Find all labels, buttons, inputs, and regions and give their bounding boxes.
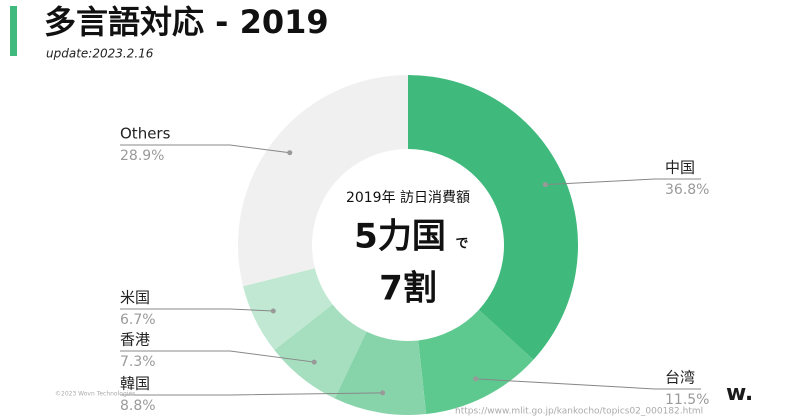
donut-slice — [243, 268, 333, 351]
subtitle: update:2023.2.16 — [46, 47, 154, 61]
leader-line — [120, 144, 290, 154]
slice-label: 米国 — [120, 289, 150, 307]
donut-slice — [334, 331, 427, 415]
slice-label: 香港 — [120, 331, 150, 349]
slice-value-label: 6.7% — [120, 312, 156, 328]
leader-dot — [380, 390, 386, 396]
slice-value-label: 7.3% — [120, 354, 156, 370]
leader-dot — [287, 150, 293, 156]
title-accent — [10, 6, 17, 56]
leader-dot — [311, 359, 317, 365]
leader-line — [120, 308, 274, 312]
slice-label: 台湾 — [665, 369, 695, 387]
leader-dot — [473, 376, 479, 382]
leader-dot — [270, 308, 276, 314]
donut-slice — [408, 75, 579, 360]
center-figure: 7割 — [379, 269, 437, 309]
center-headline-suffix: で — [455, 237, 468, 252]
slice-value-label: 36.8% — [665, 182, 709, 198]
logo: w. — [726, 381, 753, 406]
slice-value-label: 11.5% — [665, 392, 709, 408]
donut-slice — [274, 304, 367, 399]
leader-dot — [542, 182, 548, 188]
source-link: https://www.mlit.go.jp/kankocho/topics02… — [455, 407, 703, 417]
center-headline: 5力国 — [354, 217, 446, 257]
copyright: ©2023 Wovn Technologies — [55, 391, 135, 398]
slice-label: 韓国 — [120, 375, 150, 393]
donut — [237, 75, 579, 415]
donut-slice — [237, 75, 408, 287]
labels: 中国 36.8% 台湾 11.5% 韓国 8.8% 香港 7.3% 米国 6.7% Others 28… — [120, 125, 709, 414]
donut-slice — [418, 309, 534, 415]
title: 多言語対応 - 2019 — [44, 3, 329, 41]
leader-line — [120, 350, 315, 363]
slice-value-label: 28.9% — [120, 148, 164, 164]
leader-line — [545, 178, 701, 186]
center-label: 2019年 訪日消費額 — [346, 190, 470, 206]
slice-value-label: 8.8% — [120, 398, 156, 414]
leader-line — [475, 378, 701, 390]
leader-line — [120, 392, 383, 396]
slice-label: Others — [120, 125, 171, 143]
slice-label: 中国 — [665, 159, 695, 177]
